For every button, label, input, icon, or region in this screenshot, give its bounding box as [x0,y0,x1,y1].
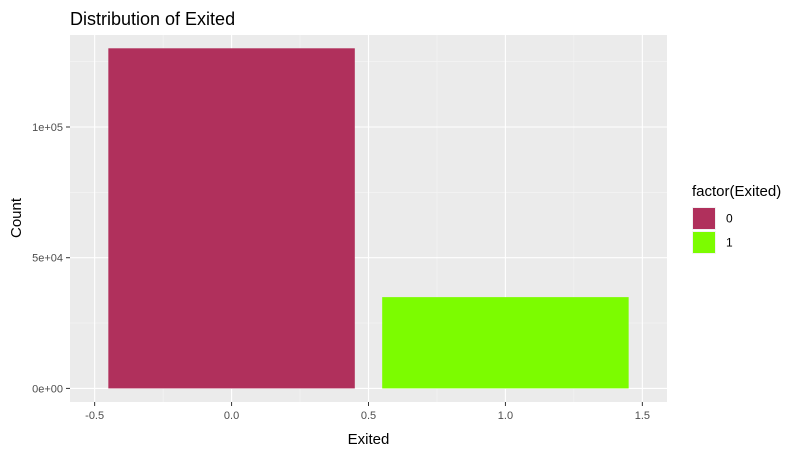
legend-swatch-1 [693,232,715,253]
x-tick-label: 0.5 [361,410,376,422]
legend-items: 01 [692,207,733,254]
bar-exited-0 [108,48,355,389]
legend-title: factor(Exited) [692,183,781,200]
x-axis-label: Exited [348,431,390,448]
legend-swatch-0 [693,208,715,229]
y-axis: 0e+00 5e+04 1e+05 [32,122,70,395]
y-tick-label: 1e+05 [32,122,63,134]
x-tick-label: 0.0 [224,410,239,422]
y-axis-label: Count [8,197,25,238]
bars [108,48,629,389]
legend-label-1: 1 [726,236,733,250]
chart-title: Distribution of Exited [70,9,235,29]
x-tick-label: 1.0 [498,410,513,422]
y-tick-label: 5e+04 [32,253,63,265]
bar-exited-1 [382,297,629,389]
x-tick-label: 1.5 [635,410,650,422]
y-tick-label: 0e+00 [32,383,63,395]
legend-label-0: 0 [726,212,733,226]
x-tick-label: -0.5 [85,410,104,422]
legend: factor(Exited) 01 [692,183,781,254]
x-axis: -0.5 0.0 0.5 1.0 1.5 [85,402,650,422]
